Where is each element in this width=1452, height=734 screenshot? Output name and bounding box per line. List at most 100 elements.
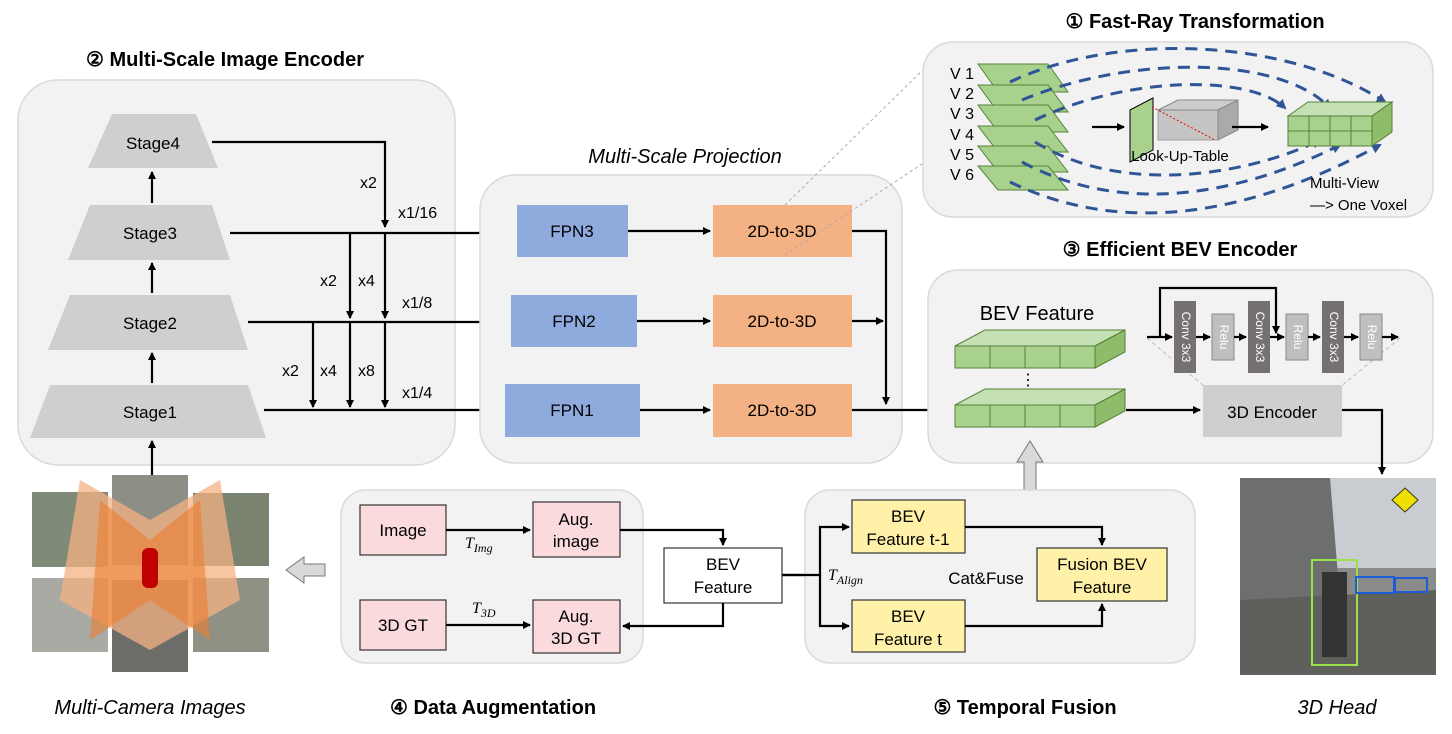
fpn1-label: FPN1 (550, 401, 593, 420)
image-label: Image (379, 521, 426, 540)
scale-label: x4 (320, 363, 337, 380)
image-encoder-panel: ② Multi-Scale Image Encoder Stage4 Stage… (17, 49, 513, 476)
projection-title: Multi-Scale Projection (588, 146, 781, 168)
fpn2-block (511, 295, 637, 347)
relu-layer-label: Relu (1217, 325, 1231, 350)
data-augmentation-panel: Image Aug. image 3D GT Aug. 3D GT TImg T… (340, 489, 783, 664)
view-label: V 3 (950, 106, 974, 123)
aug-to-camera-arrow (285, 556, 326, 584)
stage2-block (48, 295, 248, 350)
lut-label: Look-Up-Table (1131, 148, 1229, 165)
fpn2-label: FPN2 (552, 312, 595, 331)
lift1-label: 2D-to-3D (748, 401, 817, 420)
aug-image-label: Aug. (559, 510, 594, 529)
bev-encoder-panel: ③ Efficient BEV Encoder BEV Feature ⋮ 3D… (927, 239, 1434, 475)
multi-view-caption: Multi-View (1310, 175, 1379, 192)
look-up-table-icon (1129, 97, 1239, 163)
stage3-block (68, 205, 230, 260)
bev-grid-top (954, 329, 1126, 369)
ellipsis: ⋮ (1020, 372, 1036, 389)
data-aug-title: ④ Data Augmentation (390, 697, 596, 719)
bev-feature-label: Feature (694, 578, 753, 597)
bev-feature-block (663, 547, 783, 604)
gt-block (359, 599, 447, 651)
view-label: V 1 (950, 66, 974, 83)
bev-current-label: Feature t (874, 630, 942, 649)
cameras-caption: Multi-Camera Images (54, 697, 245, 719)
lift3-label: 2D-to-3D (748, 222, 817, 241)
bev-feature-label: BEV Feature (980, 303, 1095, 325)
view-planes (976, 63, 1070, 191)
fast-ray-panel: ① Fast-Ray Transformation V 1 V 2 V 3 V … (922, 11, 1434, 218)
aug-gt-label: 3D GT (551, 629, 601, 648)
bev-feature-current-block (851, 599, 966, 653)
encoder-title: ② Multi-Scale Image Encoder (86, 49, 364, 71)
scale-label: x4 (358, 273, 375, 290)
fusion-bev-block (1036, 547, 1168, 602)
temporal-fusion-panel: BEV Feature t-1 BEV Feature t Fusion BEV… (782, 489, 1196, 664)
t-align-label: TAlign (828, 567, 863, 587)
fusion-bev-label: Feature (1073, 578, 1132, 597)
relu-layer-label: Relu (1365, 325, 1379, 350)
head-caption: 3D Head (1298, 697, 1378, 719)
t-img-label: TImg (465, 535, 493, 555)
temporal-to-bev-arrow (1016, 440, 1044, 491)
view-label: V 6 (950, 167, 974, 184)
bev-prev-label: BEV (891, 507, 926, 526)
aug-gt-block (532, 599, 621, 654)
3d-encoder-block (1203, 385, 1342, 437)
bev-grid-bottom (954, 388, 1126, 428)
lift1-block (713, 384, 852, 437)
gt-label: 3D GT (378, 616, 428, 635)
stage4-label: Stage4 (126, 134, 180, 153)
lift2-block (713, 295, 852, 347)
fpn1-block (505, 384, 640, 437)
bev-encoder-title: ③ Efficient BEV Encoder (1063, 239, 1298, 261)
fusion-bev-label: Fusion BEV (1057, 555, 1147, 574)
one-voxel-caption: —> One Voxel (1310, 197, 1407, 214)
scale-label: x1/8 (402, 295, 432, 312)
bev-current-label: BEV (891, 607, 926, 626)
lift2-label: 2D-to-3D (748, 312, 817, 331)
scale-label: x2 (282, 363, 299, 380)
3d-encoder-label: 3D Encoder (1227, 403, 1317, 422)
3d-head-image (1240, 478, 1436, 675)
scale-label: x2 (320, 273, 337, 290)
stage1-label: Stage1 (123, 403, 177, 422)
multi-camera-images (32, 475, 269, 672)
scale-label: x1/16 (398, 205, 437, 222)
t-3d-label: T3D (472, 600, 496, 620)
stage3-label: Stage3 (123, 224, 177, 243)
bev-prev-label: Feature t-1 (866, 530, 949, 549)
cat-fuse-label: Cat&Fuse (948, 569, 1024, 588)
projection-panel: Multi-Scale Projection FPN3 FPN2 FPN1 2D… (479, 64, 951, 464)
view-label: V 2 (950, 86, 974, 103)
fpn3-label: FPN3 (550, 222, 593, 241)
aug-image-label: image (553, 532, 599, 551)
voxel-cube-icon (1286, 101, 1394, 147)
conv-layer-label: Conv 3x3 (1327, 312, 1341, 363)
stage1-block (30, 385, 266, 438)
aug-image-block (532, 501, 621, 558)
bev-feature-prev-block (851, 499, 966, 554)
scale-label: x1/4 (402, 385, 432, 402)
temporal-title: ⑤ Temporal Fusion (933, 697, 1116, 719)
scale-label: x2 (360, 175, 377, 192)
bev-feature-label: BEV (706, 555, 741, 574)
stage4-block (88, 114, 218, 168)
ray-paths (1009, 47, 1387, 215)
scale-label: x8 (358, 363, 375, 380)
scale-connections (212, 140, 513, 414)
image-block (359, 504, 447, 556)
conv-layer-label: Conv 3x3 (1253, 312, 1267, 363)
conv-layer-label: Conv 3x3 (1179, 312, 1193, 363)
lift3-block (713, 205, 852, 257)
aug-gt-label: Aug. (559, 607, 594, 626)
conv-relu-stack: Conv 3x3 Relu Conv 3x3 Relu Conv 3x3 Rel… (1147, 286, 1399, 373)
fpn3-block (517, 205, 628, 257)
fast-ray-title: ① Fast-Ray Transformation (1065, 11, 1324, 33)
view-label: V 4 (950, 127, 974, 144)
relu-layer-label: Relu (1291, 325, 1305, 350)
stage2-label: Stage2 (123, 314, 177, 333)
